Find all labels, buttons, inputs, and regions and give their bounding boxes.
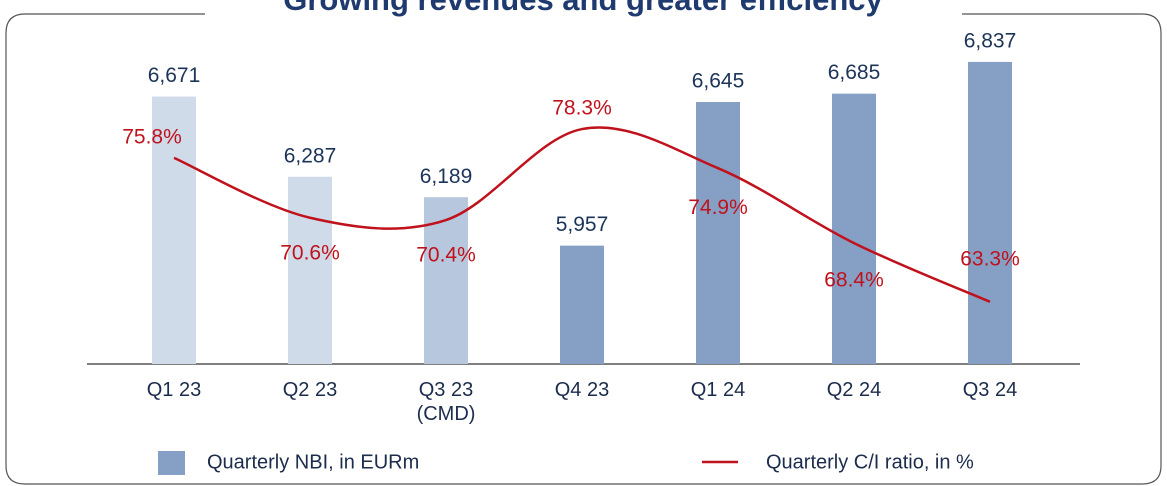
- x-tick-label: Q3 23 (CMD): [416, 379, 476, 425]
- bar-value-label: 6,685: [828, 61, 881, 84]
- bar-value-label: 6,645: [692, 70, 745, 93]
- line-value-label: 74.9%: [688, 196, 748, 219]
- line-value-label: 75.8%: [122, 125, 182, 148]
- bar-value-label: 6,189: [420, 165, 473, 188]
- bar: [424, 197, 468, 364]
- bar-value-label: 6,671: [148, 64, 201, 87]
- ratio-line: [173, 126, 991, 303]
- x-tick-label: Q1 24: [690, 379, 746, 401]
- line-value-label: 78.3%: [552, 97, 612, 120]
- frame: [5, 13, 1162, 485]
- line-value-label: 63.3%: [960, 247, 1020, 270]
- line-value-label: 70.4%: [416, 244, 476, 267]
- x-tick-label: Q4 23: [554, 379, 610, 401]
- bar: [968, 61, 1012, 364]
- bar: [152, 96, 196, 364]
- bar-value-label: 6,837: [964, 29, 1017, 52]
- legend-swatch: [158, 451, 185, 475]
- legend-label: Quarterly NBI, in EURm: [207, 451, 419, 473]
- bar: [696, 102, 740, 365]
- bar-value-label: 6,287: [284, 144, 337, 167]
- x-tick-label: Q2 24: [826, 379, 882, 401]
- bar-value-label: 5,957: [556, 213, 609, 236]
- x-tick-label: Q3 24: [962, 379, 1018, 401]
- legend-label: Quarterly C/I ratio, in %: [766, 451, 974, 473]
- chart-title: Growing revenues and greater efficiency: [283, 0, 883, 17]
- line-value-label: 68.4%: [824, 269, 884, 292]
- x-tick-label: Q1 23: [146, 379, 202, 401]
- bar: [560, 245, 604, 364]
- x-tick-label: Q2 23: [282, 379, 338, 401]
- line-value-label: 70.6%: [280, 241, 340, 264]
- bar: [288, 176, 332, 364]
- bar: [832, 93, 876, 364]
